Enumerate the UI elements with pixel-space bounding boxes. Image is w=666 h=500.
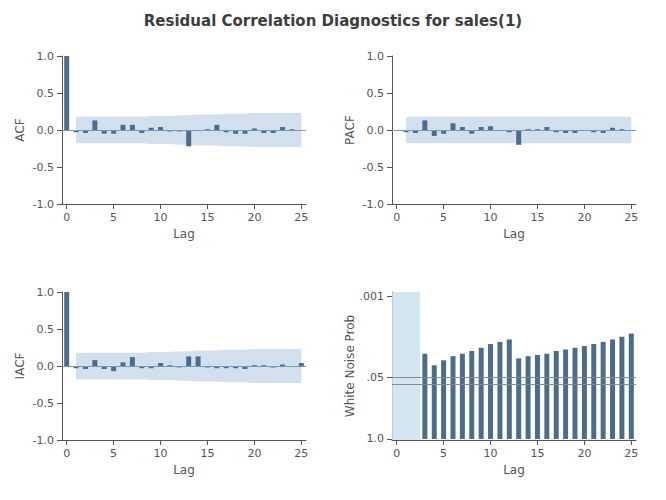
svg-text:0.0: 0.0 <box>367 124 385 137</box>
svg-text:5: 5 <box>440 447 447 460</box>
svg-text:0.5: 0.5 <box>367 87 385 100</box>
svg-text:0.0: 0.0 <box>37 124 55 137</box>
svg-text:5: 5 <box>110 447 117 460</box>
svg-text:.05: .05 <box>367 371 385 384</box>
svg-text:0.0: 0.0 <box>37 360 55 373</box>
svg-text:10: 10 <box>154 447 168 460</box>
svg-text:20: 20 <box>577 447 591 460</box>
svg-text:PACF: PACF <box>343 115 357 145</box>
svg-text:10: 10 <box>154 211 168 224</box>
svg-text:25: 25 <box>294 447 308 460</box>
svg-text:0: 0 <box>393 447 400 460</box>
svg-text:0.5: 0.5 <box>37 87 55 100</box>
svg-text:-1.0: -1.0 <box>33 198 54 211</box>
svg-text:-0.5: -0.5 <box>33 161 54 174</box>
svg-text:-1.0: -1.0 <box>33 434 54 447</box>
svg-text:Lag: Lag <box>503 227 525 241</box>
svg-text:0: 0 <box>63 211 70 224</box>
svg-text:10: 10 <box>484 447 498 460</box>
svg-text:0.5: 0.5 <box>37 323 55 336</box>
svg-text:15: 15 <box>200 447 214 460</box>
svg-text:1.0: 1.0 <box>367 50 385 63</box>
svg-text:1.0: 1.0 <box>37 50 55 63</box>
svg-text:5: 5 <box>110 211 117 224</box>
svg-text:-0.5: -0.5 <box>363 161 384 174</box>
svg-text:White Noise Prob: White Noise Prob <box>343 315 357 417</box>
svg-text:Residual Correlation Diagnosti: Residual Correlation Diagnostics for sal… <box>144 12 522 30</box>
svg-text:20: 20 <box>247 211 261 224</box>
svg-text:1.0: 1.0 <box>367 432 385 445</box>
svg-text:-0.5: -0.5 <box>33 397 54 410</box>
svg-text:10: 10 <box>484 211 498 224</box>
svg-text:20: 20 <box>577 211 591 224</box>
svg-text:5: 5 <box>440 211 447 224</box>
svg-text:0: 0 <box>63 447 70 460</box>
svg-text:.001: .001 <box>360 290 385 303</box>
svg-text:15: 15 <box>530 447 544 460</box>
svg-text:0: 0 <box>393 211 400 224</box>
svg-text:20: 20 <box>247 447 261 460</box>
svg-text:1.0: 1.0 <box>37 286 55 299</box>
svg-text:Lag: Lag <box>503 463 525 477</box>
svg-text:IACF: IACF <box>13 352 27 379</box>
svg-text:15: 15 <box>200 211 214 224</box>
svg-text:25: 25 <box>624 447 638 460</box>
svg-text:25: 25 <box>294 211 308 224</box>
svg-text:15: 15 <box>530 211 544 224</box>
svg-text:Lag: Lag <box>173 463 195 477</box>
svg-text:-1.0: -1.0 <box>363 198 384 211</box>
svg-text:Lag: Lag <box>173 227 195 241</box>
svg-text:25: 25 <box>624 211 638 224</box>
svg-text:ACF: ACF <box>13 118 27 141</box>
